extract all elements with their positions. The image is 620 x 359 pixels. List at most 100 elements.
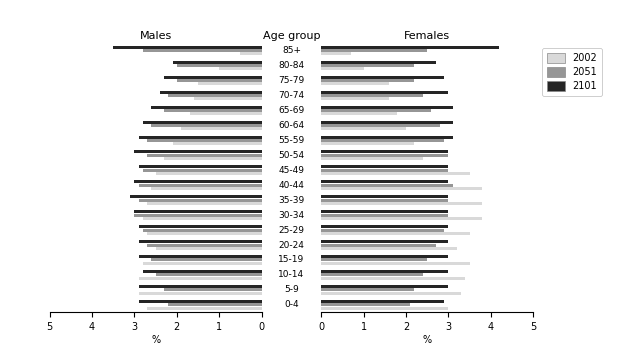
Bar (177, 64, 262, 67)
Bar (321, 106, 453, 109)
Bar (321, 225, 448, 228)
Bar (321, 199, 448, 202)
Bar (164, 157, 262, 160)
Bar (169, 94, 262, 97)
Bar (321, 180, 448, 183)
Bar (321, 243, 436, 247)
Text: 45-49: 45-49 (278, 166, 304, 175)
Bar (147, 154, 262, 157)
Bar (156, 247, 262, 250)
Bar (321, 49, 427, 52)
Bar (151, 106, 262, 109)
X-axis label: %: % (423, 335, 432, 345)
Legend: 2002, 2051, 2101: 2002, 2051, 2101 (542, 48, 602, 96)
Bar (135, 210, 262, 213)
Bar (321, 210, 448, 213)
Bar (198, 82, 262, 85)
Bar (321, 121, 453, 123)
Bar (321, 169, 448, 172)
Bar (321, 184, 453, 187)
Bar (321, 124, 440, 127)
Bar (139, 277, 262, 280)
Bar (151, 124, 262, 127)
Text: 65-69: 65-69 (278, 106, 304, 115)
Bar (321, 82, 389, 85)
Bar (321, 285, 448, 288)
Text: 85+: 85+ (282, 46, 301, 55)
Bar (321, 288, 414, 292)
Bar (321, 79, 414, 82)
Bar (139, 199, 262, 202)
Bar (143, 121, 262, 123)
Text: 35-39: 35-39 (278, 196, 304, 205)
Bar (156, 274, 262, 276)
Bar (321, 139, 444, 142)
Text: 20-24: 20-24 (278, 241, 304, 250)
Bar (321, 195, 448, 199)
Bar (321, 274, 423, 276)
Bar (143, 217, 262, 220)
Bar (321, 94, 423, 97)
Bar (321, 277, 466, 280)
Bar (321, 240, 448, 243)
Bar (139, 184, 262, 187)
Bar (321, 67, 363, 70)
Bar (321, 300, 444, 303)
Bar (139, 225, 262, 228)
Bar (321, 270, 448, 273)
Bar (147, 307, 262, 310)
Bar (139, 300, 262, 303)
Bar (321, 232, 469, 235)
Text: 55-59: 55-59 (278, 136, 304, 145)
Bar (139, 255, 262, 258)
Bar (156, 172, 262, 175)
Bar (143, 270, 262, 273)
Bar (139, 292, 262, 295)
Bar (143, 262, 262, 265)
Bar (113, 46, 262, 49)
Bar (143, 169, 262, 172)
Bar (172, 142, 262, 145)
Text: 70-74: 70-74 (278, 91, 304, 100)
Text: 5-9: 5-9 (284, 285, 299, 294)
Bar (321, 97, 389, 100)
Text: 25-29: 25-29 (278, 225, 304, 234)
Bar (139, 165, 262, 168)
Bar (321, 247, 457, 250)
Text: 40-44: 40-44 (278, 181, 304, 190)
Bar (135, 150, 262, 154)
Bar (151, 258, 262, 261)
Bar (190, 112, 262, 115)
Bar (321, 202, 482, 205)
Bar (321, 90, 448, 94)
Bar (164, 109, 262, 112)
Text: 80-84: 80-84 (278, 61, 304, 70)
Bar (321, 165, 448, 168)
Bar (321, 258, 427, 261)
Bar (321, 109, 432, 112)
Bar (321, 150, 448, 154)
Bar (194, 97, 262, 100)
Bar (321, 303, 410, 306)
Bar (160, 90, 262, 94)
Bar (321, 214, 448, 216)
Bar (321, 229, 444, 232)
Bar (321, 46, 499, 49)
Bar (147, 202, 262, 205)
Bar (219, 67, 262, 70)
Bar (321, 157, 423, 160)
Bar (151, 187, 262, 190)
Bar (169, 303, 262, 306)
Bar (321, 217, 482, 220)
Text: 15-19: 15-19 (278, 256, 304, 265)
Bar (321, 112, 397, 115)
Bar (135, 214, 262, 216)
Bar (321, 135, 453, 139)
Bar (321, 52, 351, 55)
Text: 50-54: 50-54 (278, 151, 304, 160)
Text: 60-64: 60-64 (278, 121, 304, 130)
Bar (181, 127, 262, 130)
Bar (130, 195, 262, 199)
Bar (177, 79, 262, 82)
Text: 10-14: 10-14 (278, 270, 304, 279)
